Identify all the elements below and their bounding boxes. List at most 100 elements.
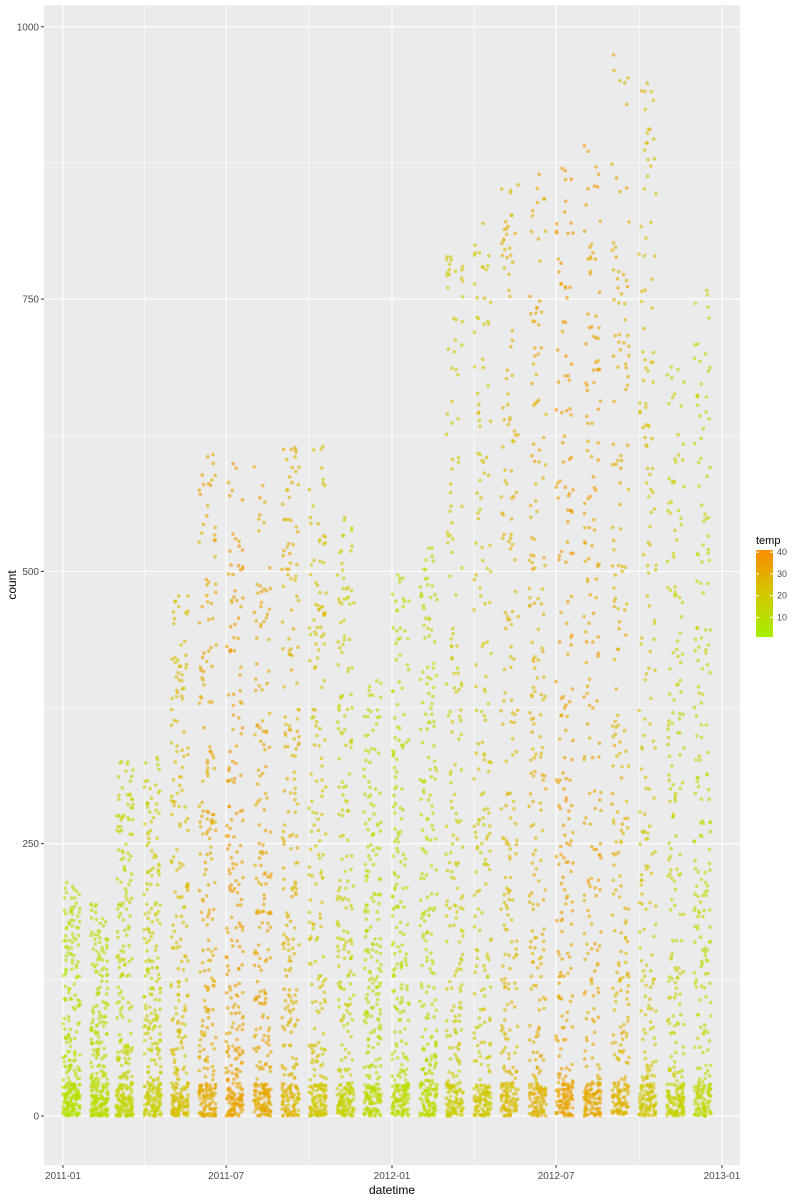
data-point bbox=[214, 582, 218, 586]
data-point bbox=[289, 447, 294, 452]
data-point bbox=[198, 1049, 202, 1054]
data-point bbox=[474, 663, 479, 667]
data-point bbox=[505, 1097, 509, 1102]
data-point bbox=[174, 946, 179, 950]
data-point bbox=[291, 627, 296, 631]
data-point bbox=[554, 1088, 559, 1092]
data-point bbox=[457, 1019, 462, 1024]
data-point bbox=[119, 818, 123, 822]
data-point bbox=[429, 864, 434, 868]
data-point bbox=[336, 997, 341, 1002]
data-point bbox=[340, 1043, 344, 1047]
data-point bbox=[231, 1044, 235, 1048]
data-point bbox=[541, 649, 545, 653]
data-point bbox=[372, 1093, 377, 1097]
data-point bbox=[503, 976, 508, 981]
data-point bbox=[565, 841, 569, 846]
data-point bbox=[458, 1000, 463, 1005]
data-point bbox=[103, 920, 108, 924]
data-point bbox=[313, 1084, 318, 1088]
data-point bbox=[174, 695, 179, 699]
data-point bbox=[472, 1086, 476, 1091]
data-point bbox=[157, 998, 162, 1002]
data-point bbox=[176, 979, 180, 984]
data-point bbox=[459, 1028, 464, 1032]
data-point bbox=[147, 1113, 152, 1118]
data-point bbox=[129, 1087, 134, 1092]
data-point bbox=[66, 950, 71, 955]
data-point bbox=[233, 622, 237, 627]
data-point bbox=[281, 1114, 285, 1118]
data-point bbox=[172, 929, 177, 933]
data-point bbox=[226, 1113, 230, 1118]
data-point bbox=[238, 1104, 243, 1108]
data-point bbox=[285, 488, 290, 492]
data-point bbox=[539, 692, 544, 697]
data-point bbox=[539, 1091, 543, 1095]
data-point bbox=[554, 485, 559, 489]
data-point bbox=[515, 838, 519, 843]
data-point bbox=[366, 1064, 370, 1069]
data-point bbox=[235, 1049, 240, 1054]
data-point bbox=[450, 467, 454, 471]
data-point bbox=[260, 851, 265, 856]
data-point bbox=[296, 482, 301, 487]
data-point bbox=[239, 903, 243, 907]
data-point bbox=[473, 1093, 477, 1098]
data-point bbox=[143, 1084, 147, 1088]
data-point bbox=[503, 468, 507, 473]
data-point bbox=[569, 1112, 573, 1117]
data-point bbox=[503, 610, 508, 615]
data-point bbox=[482, 987, 486, 991]
data-point bbox=[452, 792, 457, 797]
data-point bbox=[77, 892, 81, 897]
data-point bbox=[289, 668, 294, 672]
data-point bbox=[375, 942, 380, 947]
data-point bbox=[534, 867, 539, 871]
data-point bbox=[297, 943, 301, 947]
data-point bbox=[102, 1046, 106, 1051]
data-point bbox=[449, 504, 454, 508]
data-point bbox=[564, 354, 568, 359]
data-point bbox=[198, 1038, 203, 1042]
data-point bbox=[502, 923, 507, 927]
data-point bbox=[323, 1107, 327, 1112]
data-point bbox=[237, 716, 241, 720]
data-point bbox=[233, 1011, 238, 1015]
data-point bbox=[239, 605, 243, 609]
data-point bbox=[240, 928, 245, 932]
data-point bbox=[447, 1106, 451, 1110]
data-point bbox=[96, 933, 100, 937]
data-point bbox=[237, 921, 242, 925]
data-point bbox=[142, 785, 147, 789]
data-point bbox=[153, 997, 158, 1002]
data-point bbox=[352, 1106, 356, 1111]
data-point bbox=[267, 1026, 272, 1030]
data-point bbox=[530, 861, 535, 865]
data-point bbox=[536, 1033, 540, 1038]
data-point bbox=[202, 1105, 207, 1110]
data-point bbox=[363, 792, 367, 797]
data-point bbox=[99, 1102, 104, 1106]
data-point bbox=[514, 947, 519, 951]
data-point bbox=[362, 809, 367, 814]
data-point bbox=[288, 834, 292, 838]
data-point bbox=[97, 929, 102, 934]
data-point bbox=[476, 742, 481, 746]
data-point bbox=[214, 1106, 218, 1110]
data-point bbox=[395, 836, 399, 841]
data-point bbox=[366, 844, 370, 849]
data-point bbox=[542, 1111, 546, 1115]
data-point bbox=[565, 621, 569, 626]
data-point bbox=[239, 732, 244, 736]
data-point bbox=[118, 824, 123, 829]
data-point bbox=[508, 546, 513, 551]
data-point bbox=[232, 887, 237, 891]
data-point bbox=[76, 943, 81, 947]
data-point bbox=[571, 551, 575, 555]
data-point bbox=[378, 1100, 382, 1105]
data-point bbox=[529, 312, 533, 316]
data-point bbox=[186, 888, 190, 893]
data-point bbox=[62, 896, 67, 900]
data-point bbox=[295, 594, 299, 598]
